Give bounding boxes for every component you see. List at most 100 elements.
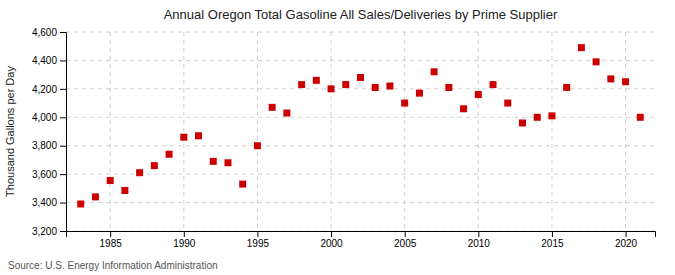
- point: [166, 151, 173, 158]
- tick: 1990: [173, 231, 196, 249]
- points: [77, 44, 644, 207]
- tick-mark: [257, 231, 258, 237]
- point: [563, 84, 570, 91]
- point: [637, 114, 644, 121]
- tick: 2020: [615, 231, 638, 249]
- point: [534, 114, 541, 121]
- tick-mark: [60, 174, 66, 175]
- point: [593, 58, 600, 65]
- grid-line-y: [66, 117, 655, 118]
- tick-mark: [60, 89, 66, 90]
- tick-label: 4,000: [32, 112, 57, 123]
- tick-mark: [60, 203, 66, 204]
- point: [210, 158, 217, 165]
- tick-mark: [478, 231, 479, 237]
- point: [77, 200, 84, 207]
- point: [490, 81, 497, 88]
- tick: 3,800: [32, 140, 66, 151]
- tick: 2005: [394, 231, 417, 249]
- tick-mark: [184, 231, 185, 237]
- point: [107, 177, 114, 184]
- point: [607, 75, 614, 82]
- point: [416, 90, 423, 97]
- tick-label: 3,200: [32, 226, 57, 237]
- tick-label: 2015: [541, 238, 564, 249]
- tick-label: 1995: [247, 238, 270, 249]
- point: [357, 74, 364, 81]
- tick-mark: [60, 231, 66, 232]
- grid: [66, 32, 655, 231]
- point: [239, 181, 246, 188]
- y-axis: 3,200 3,400 3,600 3,800 4,000 4,200 4,400 4,600: [32, 27, 67, 237]
- point: [136, 169, 143, 176]
- x-axis: 1985 1990 1995 2000 2005 2010 2015 2020: [67, 231, 656, 249]
- tick-label: 4,200: [32, 84, 57, 95]
- axis-domain: [60, 33, 67, 232]
- grid-line-x: [478, 32, 479, 231]
- tick: 2015: [541, 231, 564, 249]
- tick-label: 2020: [615, 238, 638, 249]
- chart-container: 1985 1990 1995 2000 2005 2010 2015 2020 3,200 3,4…: [0, 0, 675, 275]
- grid-line-y: [66, 32, 655, 33]
- tick-label: 2010: [468, 238, 491, 249]
- point: [151, 162, 158, 169]
- tick-label: 2000: [320, 238, 343, 249]
- grid-line-y: [66, 145, 655, 146]
- point: [475, 91, 482, 98]
- tick: 1985: [100, 231, 123, 249]
- point: [445, 84, 452, 91]
- tick-mark: [331, 231, 332, 237]
- point: [254, 142, 261, 149]
- point: [342, 81, 349, 88]
- tick-label: 4,600: [32, 27, 57, 38]
- tick-mark: [405, 231, 406, 237]
- point: [578, 44, 585, 51]
- source-note: Source: U.S. Energy Information Administ…: [8, 260, 218, 271]
- grid-line-x: [625, 32, 626, 231]
- tick-mark: [60, 117, 66, 118]
- tick: 4,000: [32, 112, 66, 123]
- grid-line-x: [257, 32, 258, 231]
- tick-mark: [110, 231, 111, 237]
- point: [195, 132, 202, 139]
- point: [372, 84, 379, 91]
- grid-line-x: [551, 32, 552, 231]
- point: [121, 187, 128, 194]
- tick-label: 1990: [173, 238, 196, 249]
- tick-mark: [60, 60, 66, 61]
- tick-mark: [626, 231, 627, 237]
- point: [283, 110, 290, 117]
- tick-label: 4,400: [32, 55, 57, 66]
- axis-domain: [67, 232, 656, 238]
- point: [92, 193, 99, 200]
- point: [519, 119, 526, 126]
- tick-mark: [60, 146, 66, 147]
- tick: 3,600: [32, 169, 66, 180]
- point: [269, 104, 276, 111]
- tick-label: 1985: [100, 238, 123, 249]
- tick-label: 3,400: [32, 197, 57, 208]
- point: [460, 105, 467, 112]
- grid-line-x: [110, 32, 111, 231]
- point: [224, 159, 231, 166]
- grid-line-y: [66, 60, 655, 61]
- tick-label: 3,600: [32, 169, 57, 180]
- point: [298, 81, 305, 88]
- tick: 3,400: [32, 197, 66, 208]
- grid-line-x: [404, 32, 405, 231]
- point: [431, 68, 438, 75]
- tick: 3,200: [32, 226, 66, 237]
- grid-line-y: [66, 202, 655, 203]
- point: [401, 100, 408, 107]
- point: [504, 100, 511, 107]
- point: [386, 83, 393, 90]
- tick: 4,400: [32, 55, 66, 66]
- tick: 2000: [320, 231, 343, 249]
- point: [548, 112, 555, 119]
- y-axis-label: Thousand Gallons per Day: [4, 66, 16, 197]
- grid-line-x: [183, 32, 184, 231]
- point: [328, 85, 335, 92]
- point: [313, 77, 320, 84]
- grid-line-x: [331, 32, 332, 231]
- point: [622, 78, 629, 85]
